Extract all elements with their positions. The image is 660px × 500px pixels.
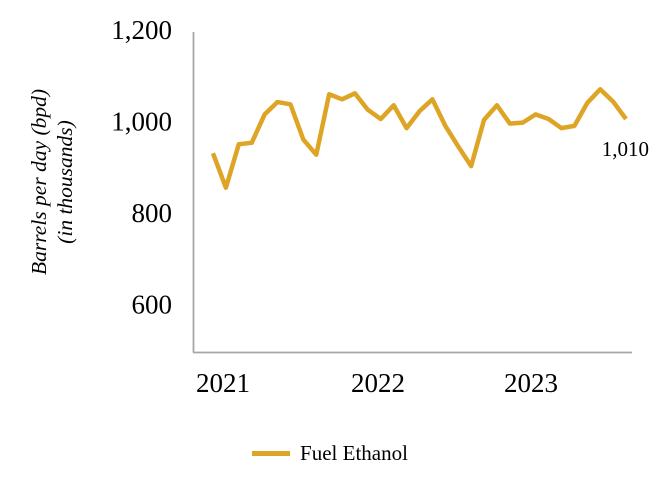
last-point-data-label: 1,010 — [602, 137, 649, 161]
axes — [192, 32, 632, 354]
x-tick-label: 2021 — [196, 368, 250, 398]
y-axis-title-text: Barrels per day (bpd)(in thousands) — [27, 89, 77, 275]
x-tick-label: 2023 — [504, 368, 558, 398]
y-tick-label: 600 — [132, 290, 173, 320]
legend: Fuel Ethanol — [0, 440, 660, 466]
legend-label: Fuel Ethanol — [300, 440, 408, 465]
legend-line-swatch — [252, 450, 291, 456]
x-axis-tick-labels: 2021 2022 2023 — [196, 368, 558, 398]
fuel-ethanol-line — [210, 86, 628, 190]
y-axis-title: Barrels per day (bpd)(in thousands) — [27, 89, 77, 275]
y-tick-label: 1,200 — [111, 15, 172, 45]
x-tick-label: 2022 — [351, 368, 405, 398]
y-tick-label: 800 — [132, 198, 173, 228]
y-tick-label: 1,000 — [111, 107, 172, 137]
y-axis-tick-labels: 1,200 1,000 800 600 — [111, 15, 172, 320]
